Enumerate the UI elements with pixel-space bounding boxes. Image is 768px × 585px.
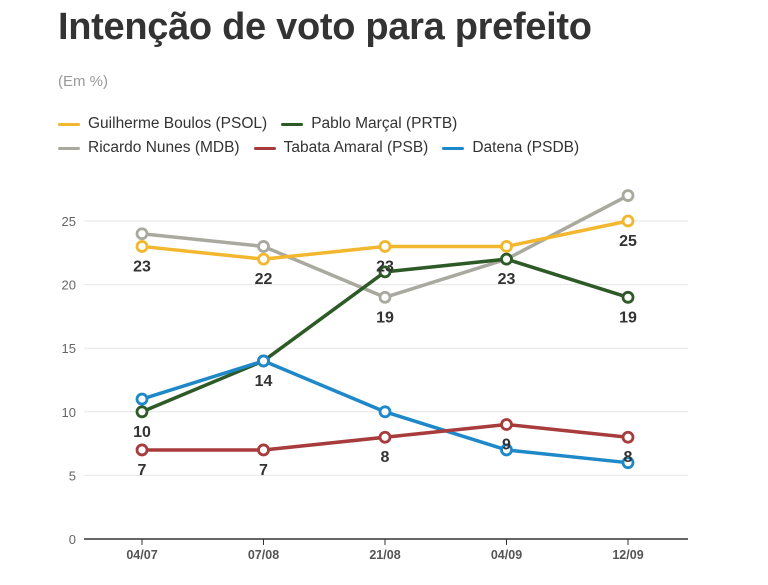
legend-swatch-datena xyxy=(442,146,465,150)
data-point-datena xyxy=(257,354,270,368)
data-label-datena: 14 xyxy=(255,373,273,390)
y-tick-label: 10 xyxy=(62,405,76,420)
data-label-ricardo: 23 xyxy=(498,271,516,288)
data-point-guilherme xyxy=(378,240,392,253)
legend-item-datena: Datena (PSDB) xyxy=(442,139,579,157)
data-point-pablo xyxy=(378,265,392,279)
data-point-guilherme xyxy=(621,214,635,228)
data-point-tabata xyxy=(621,430,635,444)
y-tick-label: 0 xyxy=(69,532,76,547)
data-label-pablo: 19 xyxy=(619,309,637,326)
legend: Guilherme Boulos (PSOL) Pablo Marçal (PR… xyxy=(58,112,698,160)
data-point-datena xyxy=(500,443,513,457)
x-tick-label: 21/08 xyxy=(369,548,400,562)
x-tick-label: 12/09 xyxy=(612,548,643,562)
legend-label-boulos: Guilherme Boulos (PSOL) xyxy=(88,115,268,132)
data-label-tabata: 8 xyxy=(624,449,633,466)
data-point-tabata xyxy=(500,418,513,431)
data-point-datena xyxy=(135,392,149,406)
x-tick-label: 04/09 xyxy=(491,548,522,562)
data-point-pablo xyxy=(135,405,149,419)
chart-title: Intenção de voto para prefeito xyxy=(58,6,592,48)
data-label-pablo: 10 xyxy=(133,424,151,441)
legend-item-nunes: Ricardo Nunes (MDB) xyxy=(58,139,240,157)
legend-item-tabata: Tabata Amaral (PSB) xyxy=(253,139,429,157)
legend-swatch-boulos xyxy=(58,122,80,126)
data-point-tabata xyxy=(135,443,149,457)
y-tick-label: 15 xyxy=(62,341,76,356)
data-point-ricardo xyxy=(257,240,270,253)
y-tick-label: 5 xyxy=(69,468,76,483)
data-point-pablo xyxy=(500,252,513,266)
legend-row-2: Ricardo Nunes (MDB) Tabata Amaral (PSB) … xyxy=(58,136,698,160)
data-point-ricardo xyxy=(621,189,635,202)
legend-swatch-nunes xyxy=(58,146,80,150)
data-label-guilherme: 25 xyxy=(619,233,637,250)
legend-label-marcal: Pablo Marçal (PRTB) xyxy=(311,115,458,132)
data-point-guilherme xyxy=(257,252,270,266)
data-point-datena xyxy=(621,456,635,470)
data-point-tabata xyxy=(378,430,392,444)
legend-label-nunes: Ricardo Nunes (MDB) xyxy=(88,139,240,156)
legend-label-tabata: Tabata Amaral (PSB) xyxy=(283,139,429,156)
data-label-tabata: 7 xyxy=(259,462,268,479)
data-point-ricardo xyxy=(378,290,392,304)
data-point-ricardo xyxy=(135,227,149,241)
data-point-guilherme xyxy=(500,240,513,253)
data-point-tabata xyxy=(257,443,270,457)
chart-subtitle: (Em %) xyxy=(58,73,108,90)
legend-swatch-tabata xyxy=(253,146,276,150)
data-label-guilherme: 22 xyxy=(255,271,273,288)
data-label-guilherme: 23 xyxy=(376,258,394,275)
legend-label-datena: Datena (PSDB) xyxy=(472,139,580,156)
data-point-pablo xyxy=(621,290,635,304)
data-label-tabata: 8 xyxy=(381,449,390,466)
series-line-pablo xyxy=(140,257,630,414)
data-label-ricardo: 19 xyxy=(376,309,394,326)
legend-item-boulos: Guilherme Boulos (PSOL) xyxy=(58,115,267,133)
y-tick-label: 25 xyxy=(62,214,76,229)
legend-swatch-marcal xyxy=(281,122,304,126)
data-label-tabata: 7 xyxy=(138,462,147,479)
data-label-guilherme: 23 xyxy=(133,258,151,275)
x-tick-label: 04/07 xyxy=(126,548,157,562)
legend-item-marcal: Pablo Marçal (PRTB) xyxy=(281,115,457,133)
legend-row-1: Guilherme Boulos (PSOL) Pablo Marçal (PR… xyxy=(58,112,698,136)
data-point-guilherme xyxy=(135,240,149,253)
data-point-datena xyxy=(378,405,392,419)
x-tick-label: 07/08 xyxy=(248,548,279,562)
y-tick-label: 20 xyxy=(62,278,76,293)
data-label-tabata: 9 xyxy=(502,437,511,454)
